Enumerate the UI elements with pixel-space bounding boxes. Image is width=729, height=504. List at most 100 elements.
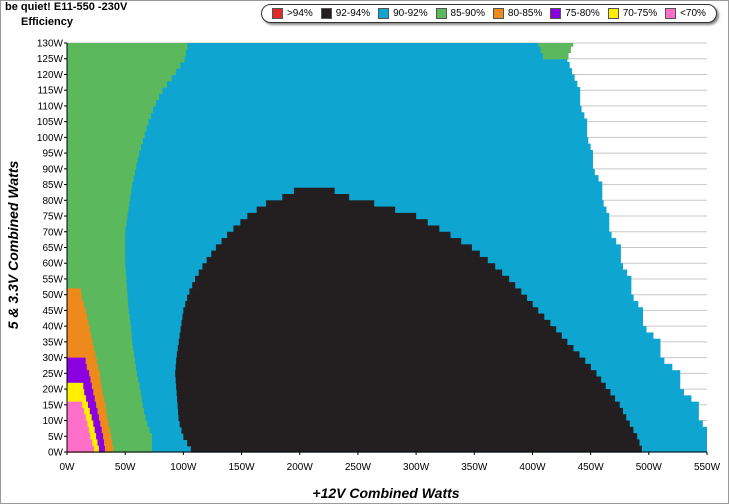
heatmap-cell xyxy=(179,332,562,340)
y-tick-label: 100W xyxy=(37,133,64,144)
heatmap-cell xyxy=(67,112,151,120)
heatmap-cell xyxy=(67,332,132,340)
heatmap-cell xyxy=(180,326,557,334)
heatmap-cell xyxy=(67,426,89,434)
heatmap-cell xyxy=(67,389,141,396)
heatmap-cell xyxy=(67,288,81,296)
heatmap-cell xyxy=(178,407,623,415)
heatmap-cell xyxy=(67,93,160,101)
legend-item: 75-80% xyxy=(550,8,600,19)
y-tick-label: 25W xyxy=(42,369,63,380)
heatmap-cell xyxy=(67,168,595,176)
heatmap-cell xyxy=(67,395,87,403)
legend-item: 90-92% xyxy=(378,8,428,19)
heatmap-cell xyxy=(67,87,163,94)
heatmap-cell xyxy=(67,307,86,315)
x-tick-label: 350W xyxy=(461,462,488,473)
heatmap-cell xyxy=(67,238,126,245)
x-tick-label: 400W xyxy=(519,462,546,473)
y-tick-labels: 0W 5W 10W 15W 20W 25W 30W 35W 40W 45W 50W 55W 60W 65W… xyxy=(37,39,64,459)
legend-swatch xyxy=(271,8,283,19)
heatmap-cell xyxy=(67,137,589,145)
y-tick-label: 10W xyxy=(42,416,63,427)
legend-label: >94% xyxy=(286,8,313,19)
heatmap-cell xyxy=(67,363,136,371)
heatmap-cell xyxy=(67,326,132,334)
heatmap-cell xyxy=(67,338,133,346)
heatmap-cell xyxy=(67,376,91,384)
heatmap-cell xyxy=(67,43,563,50)
heatmap-cell xyxy=(282,194,350,201)
heatmap-cell xyxy=(67,175,599,183)
heatmap-cell xyxy=(67,300,129,308)
heatmap-cell xyxy=(227,231,451,239)
heatmap-cell xyxy=(67,244,126,252)
x-axis-title: +12V Combined Watts xyxy=(312,485,459,501)
x-tick-label: 300W xyxy=(403,462,430,473)
heatmap-cell xyxy=(67,307,129,315)
legend-swatch xyxy=(492,8,504,19)
heatmap-cell xyxy=(67,131,145,138)
heatmap-cell xyxy=(206,256,488,264)
heatmap-cell xyxy=(67,219,127,227)
heatmap-cell xyxy=(67,181,603,189)
legend-item: <70% xyxy=(665,8,706,19)
heatmap-cell xyxy=(67,212,128,220)
heatmap-cell xyxy=(182,313,545,321)
y-tick-label: 130W xyxy=(37,39,64,50)
heatmap-cell xyxy=(67,61,570,69)
x-tick-label: 250W xyxy=(345,462,372,473)
legend-label: 75-80% xyxy=(565,8,600,19)
heatmap-cell xyxy=(189,288,522,296)
y-tick-label: 5W xyxy=(48,432,64,443)
heatmap-cell xyxy=(67,74,172,82)
y-tick-label: 40W xyxy=(42,322,63,333)
heatmap-cell xyxy=(67,68,177,76)
heatmap-cell xyxy=(67,137,143,145)
heatmap-cell xyxy=(67,175,134,183)
heatmap-cell xyxy=(256,206,396,214)
legend-label: 85-90% xyxy=(450,8,485,19)
heatmap-cell xyxy=(67,370,137,378)
heatmap-cell xyxy=(202,263,496,271)
chart-legend: >94% 92-94% 90-92% 85-90% 80-85% 75-80% … xyxy=(261,4,717,23)
heatmap-cell xyxy=(67,43,189,44)
y-tick-label: 85W xyxy=(42,180,63,191)
heatmap-cell xyxy=(67,401,83,409)
y-tick-label: 125W xyxy=(37,54,64,65)
heatmap-cell xyxy=(67,263,126,271)
heatmap-cell xyxy=(67,43,562,44)
y-tick-label: 0W xyxy=(48,448,64,459)
heatmap-cell xyxy=(175,370,597,378)
heatmap-cell xyxy=(67,351,135,359)
region--70 xyxy=(67,401,94,453)
legend-swatch xyxy=(320,8,332,19)
heatmap-cell xyxy=(67,55,568,63)
x-tick-labels: 0W 50W 100W 150W 200W 250W 300W 350W 400W 450W 500… xyxy=(60,462,721,473)
y-tick-label: 115W xyxy=(38,86,64,97)
heatmap-cell xyxy=(67,49,186,57)
heatmap-cell xyxy=(67,389,85,396)
heatmap-cell xyxy=(233,225,440,233)
heatmap-cell xyxy=(176,389,611,396)
heatmap-cell xyxy=(185,300,533,308)
x-tick-label: 550W xyxy=(694,462,721,473)
heatmap-cell xyxy=(67,143,591,151)
legend-label: <70% xyxy=(680,8,706,19)
heatmap-cell xyxy=(67,131,588,138)
heatmap-cell xyxy=(183,307,539,315)
legend-swatch xyxy=(665,8,677,19)
y-tick-label: 55W xyxy=(42,274,63,285)
heatmap-cell xyxy=(67,269,126,277)
heatmap-cell xyxy=(67,357,135,365)
heatmap-cell xyxy=(265,200,375,208)
chart-subtitle: Efficiency xyxy=(21,16,73,28)
heatmap-cell xyxy=(176,351,580,359)
legend-label: 80-85% xyxy=(507,8,543,19)
heatmap-cell xyxy=(215,244,472,252)
heatmap-cell xyxy=(192,282,516,289)
heatmap-cell xyxy=(198,269,503,277)
region-92-94 xyxy=(175,187,642,453)
heatmap-cell xyxy=(67,181,133,189)
